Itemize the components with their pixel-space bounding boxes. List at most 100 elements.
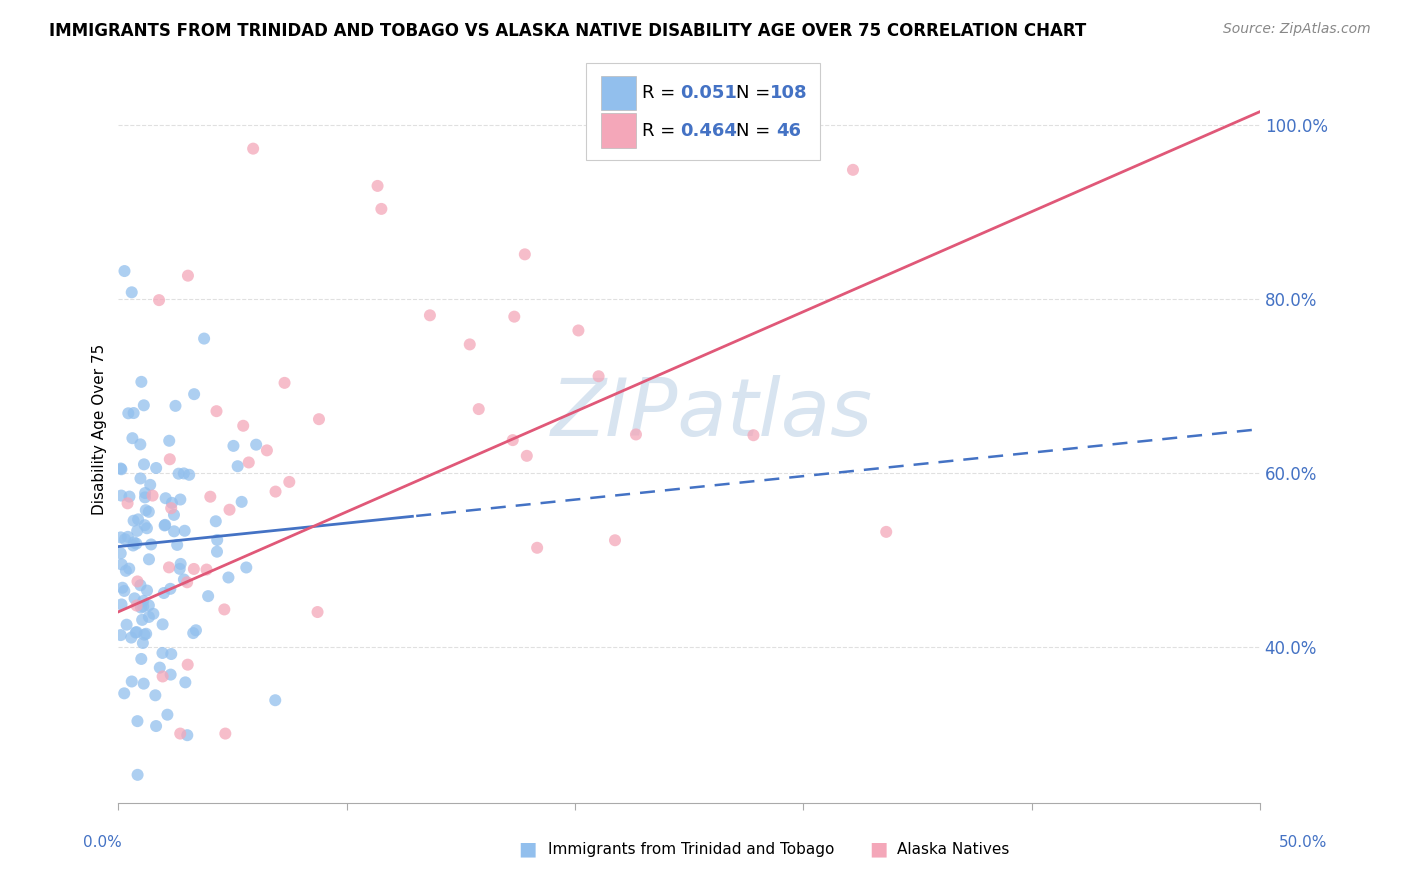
Point [173,467,195,481]
Point [138,610,160,624]
Point [110,530,132,544]
Point [120,631,142,645]
Point [114,264,136,278]
Point [132,599,155,614]
Point [132,458,155,472]
Point [157,560,180,574]
Point [160,496,183,510]
Point [124,591,146,606]
Point [875,524,897,539]
Point [121,674,143,689]
Point [127,512,149,526]
Point [160,647,183,661]
Point [419,308,441,322]
Point [155,491,177,506]
Point [214,726,236,740]
Point [503,310,526,324]
Point [367,178,389,193]
Point [129,437,152,451]
Point [114,533,136,547]
Point [163,508,186,522]
Point [134,627,156,641]
Point [142,489,165,503]
Point [111,581,134,595]
Point [177,268,200,283]
Point [183,562,205,576]
Point [193,332,215,346]
Point [122,539,145,553]
Point [232,418,254,433]
Point [145,461,167,475]
Point [200,490,222,504]
Point [163,524,186,539]
Point [160,501,183,516]
Point [264,693,287,707]
Point [165,399,187,413]
Point [110,546,132,560]
Point [588,369,610,384]
Text: N =: N = [735,121,776,140]
FancyBboxPatch shape [602,76,636,111]
Point [115,617,138,632]
Point [152,617,174,632]
Point [125,536,148,550]
Point [111,558,134,572]
Point [174,675,197,690]
Point [278,475,301,489]
Point [513,247,536,261]
Point [159,667,181,681]
Text: 0.0%: 0.0% [83,836,122,850]
Point [132,676,155,690]
Point [153,518,176,533]
Point [205,544,228,558]
Point [235,560,257,574]
Point [110,628,132,642]
Point [205,533,228,547]
Point [842,162,865,177]
Point [169,562,191,576]
Text: R =: R = [643,121,682,140]
Point [118,561,141,575]
Text: 0.051: 0.051 [681,84,737,103]
Text: R =: R = [643,84,682,103]
Point [183,387,205,401]
Text: Immigrants from Trinidad and Tobago: Immigrants from Trinidad and Tobago [548,842,835,856]
Point [129,600,152,615]
Point [136,583,159,598]
Point [122,514,145,528]
Point [122,406,145,420]
Point [135,521,157,535]
Point [273,376,295,390]
Text: 108: 108 [770,84,808,103]
Point [152,669,174,683]
Point [173,573,195,587]
Text: ■: ■ [869,839,889,859]
Point [167,467,190,481]
Point [624,427,647,442]
Point [135,627,157,641]
Point [142,607,165,621]
Point [181,626,204,640]
Point [156,707,179,722]
Point [159,582,181,596]
Text: IMMIGRANTS FROM TRINIDAD AND TOBAGO VS ALASKA NATIVE DISABILITY AGE OVER 75 CORR: IMMIGRANTS FROM TRINIDAD AND TOBAGO VS A… [49,22,1087,40]
Text: Source: ZipAtlas.com: Source: ZipAtlas.com [1223,22,1371,37]
Point [176,728,198,742]
Point [139,478,162,492]
Point [256,443,278,458]
Point [218,502,240,516]
Point [226,459,249,474]
Point [152,646,174,660]
Y-axis label: Disability Age Over 75: Disability Age Over 75 [93,343,107,515]
Point [125,625,148,640]
Point [458,337,481,351]
Point [231,495,253,509]
Point [567,323,589,337]
FancyBboxPatch shape [602,113,636,148]
Point [118,490,141,504]
Point [176,575,198,590]
FancyBboxPatch shape [586,62,821,160]
Text: 0.464: 0.464 [681,121,737,140]
Point [134,486,156,500]
Point [264,484,287,499]
